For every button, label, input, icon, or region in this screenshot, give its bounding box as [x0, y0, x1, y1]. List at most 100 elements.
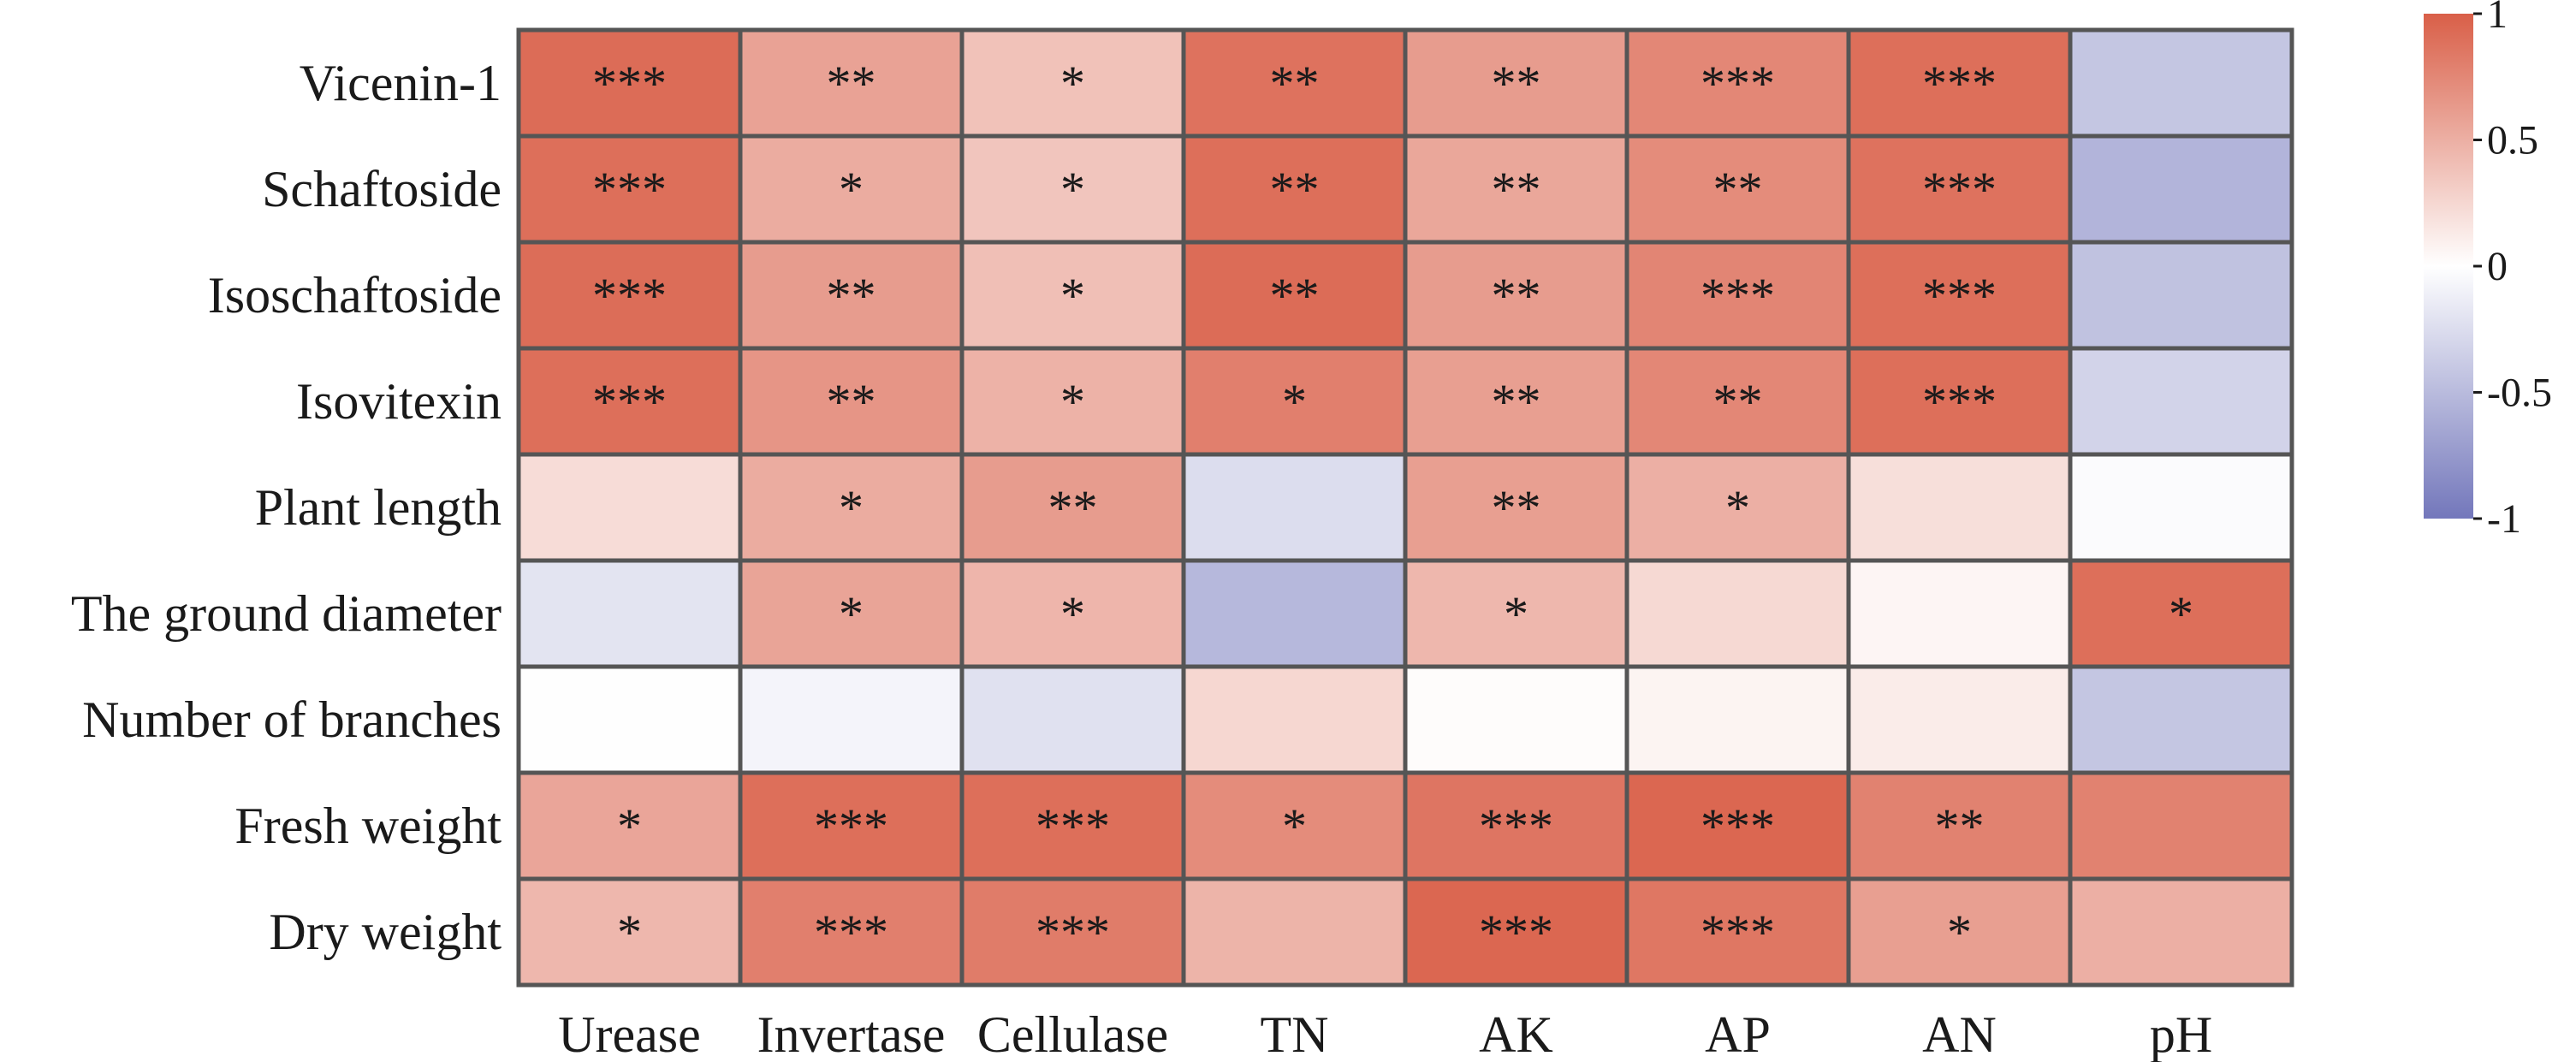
heatmap-cell-schaftoside-ph — [2068, 133, 2294, 245]
significance-label: *** — [1479, 905, 1553, 960]
heatmap-cell-dry-weight-cellulase — [959, 876, 1186, 988]
column-label-urease: Urease — [558, 1006, 701, 1062]
significance-label: *** — [592, 268, 667, 323]
significance-label: ** — [1713, 374, 1763, 430]
heatmap-cell-schaftoside-urease — [516, 133, 743, 245]
heatmap-cell-dry-weight-ak — [1403, 876, 1629, 988]
heatmap-cell-isoschaftoside-ak — [1403, 240, 1629, 351]
row-label-schaftoside: Schaftoside — [262, 161, 502, 217]
significance-label: * — [1947, 905, 1972, 960]
heatmap-cell-the-ground-diameter-ap — [1624, 558, 1851, 669]
significance-label: *** — [592, 56, 667, 111]
colorbar-ticks: 1 0.5 0 -0.5 -1 — [2473, 0, 2552, 542]
significance-label: ** — [1048, 480, 1098, 536]
heatmap-cell-fresh-weight-ap — [1624, 770, 1851, 881]
significance-label: *** — [1479, 798, 1553, 854]
significance-label: ** — [1270, 268, 1320, 323]
row-labels: Vicenin-1 Schaftoside Isoschaftoside Isovit… — [71, 55, 502, 960]
heatmap-cell-number-of-branches-ap — [1624, 664, 1851, 775]
colorbar: 1 0.5 0 -0.5 -1 — [2424, 0, 2552, 542]
heatmap-cells — [516, 27, 2294, 988]
heatmap-cell-dry-weight-tn — [1181, 876, 1408, 988]
heatmap-cell-number-of-branches-ak — [1403, 664, 1629, 775]
significance-label: ** — [1270, 162, 1320, 217]
significance-label: ** — [1492, 56, 1541, 111]
heatmap-cell-the-ground-diameter-urease — [516, 558, 743, 669]
colorbar-tick-label: -1 — [2487, 496, 2521, 542]
heatmap-cell-vicenin-1-ph — [2068, 27, 2294, 139]
column-label-ap: AP — [1705, 1006, 1771, 1062]
heatmap-cell-number-of-branches-invertase — [738, 664, 965, 775]
row-label-plant-length: Plant length — [255, 479, 502, 536]
column-label-tn: TN — [1261, 1006, 1329, 1062]
significance-label: ** — [827, 268, 876, 323]
significance-label: ** — [1492, 480, 1541, 536]
row-label-dry-weight: Dry weight — [269, 904, 502, 960]
row-label-isoschaftoside: Isoschaftoside — [208, 267, 502, 323]
heatmap-cell-plant-length-tn — [1181, 452, 1408, 563]
heatmap-cell-dry-weight-ph — [2068, 876, 2294, 988]
significance-labels: *** ** * ** ** *** ****** * * ** ** ** ****** ** * ** **… — [592, 56, 2193, 960]
colorbar-tick-label: 0.5 — [2487, 118, 2538, 163]
heatmap-cell-number-of-branches-tn — [1181, 664, 1408, 775]
heatmap-cell-dry-weight-invertase — [738, 876, 965, 988]
heatmap-cell-plant-length-an — [1846, 452, 2073, 563]
significance-label: * — [839, 162, 864, 217]
significance-label: * — [1282, 798, 1307, 854]
colorbar-tick-label: 0 — [2487, 244, 2508, 289]
heatmap-cell-isovitexin-invertase — [738, 346, 965, 457]
significance-label: ** — [1492, 162, 1541, 217]
significance-label: * — [1504, 586, 1528, 642]
heatmap-cell-isoschaftoside-ph — [2068, 240, 2294, 351]
heatmap-cell-the-ground-diameter-ph — [2068, 558, 2294, 669]
heatmap-cell-number-of-branches-urease — [516, 664, 743, 775]
heatmap-cell-vicenin-1-invertase — [738, 27, 965, 139]
significance-label: ** — [1492, 374, 1541, 430]
heatmap-cell-plant-length-ph — [2068, 452, 2294, 563]
column-label-ph: pH — [2150, 1006, 2212, 1062]
row-label-fresh-weight: Fresh weight — [234, 798, 502, 854]
significance-label: * — [1060, 162, 1085, 217]
heatmap-cell-isovitexin-ph — [2068, 346, 2294, 457]
significance-label: *** — [1036, 798, 1110, 854]
heatmap-cell-schaftoside-ak — [1403, 133, 1629, 245]
heatmap-cell-plant-length-ak — [1403, 452, 1629, 563]
colorbar-gradient — [2424, 14, 2473, 519]
colorbar-tick-label: -0.5 — [2487, 371, 2552, 416]
significance-label: * — [839, 586, 864, 642]
heatmap-cell-isoschaftoside-ap — [1624, 240, 1851, 351]
heatmap-cell-isovitexin-urease — [516, 346, 743, 457]
row-label-vicenin-1: Vicenin-1 — [300, 55, 502, 111]
significance-label: *** — [592, 374, 667, 430]
heatmap-cell-isoschaftoside-an — [1846, 240, 2073, 351]
column-label-an: AN — [1922, 1006, 1997, 1062]
significance-label: * — [1725, 480, 1750, 536]
significance-label: *** — [1922, 162, 1997, 217]
significance-label: *** — [814, 798, 888, 854]
heatmap-cell-isoschaftoside-cellulase — [959, 240, 1186, 351]
heatmap-cell-schaftoside-cellulase — [959, 133, 1186, 245]
significance-label: * — [617, 905, 642, 960]
significance-label: * — [1060, 586, 1085, 642]
row-label-the-ground-diameter: The ground diameter — [71, 585, 502, 642]
significance-label: ** — [1713, 162, 1763, 217]
heatmap-cell-number-of-branches-an — [1846, 664, 2073, 775]
significance-label: ** — [1492, 268, 1541, 323]
significance-label: *** — [1701, 268, 1775, 323]
significance-label: * — [1060, 374, 1085, 430]
column-labels: Urease Invertase Cellulase TN AK AP AN pH — [558, 1006, 2212, 1062]
significance-label: * — [1060, 268, 1085, 323]
heatmap-cell-schaftoside-an — [1846, 133, 2073, 245]
significance-label: ** — [1935, 798, 1985, 854]
significance-label: *** — [1922, 56, 1997, 111]
significance-label: ** — [827, 374, 876, 430]
significance-label: ** — [827, 56, 876, 111]
heatmap-cell-dry-weight-an — [1846, 876, 2073, 988]
heatmap-cell-dry-weight-ap — [1624, 876, 1851, 988]
significance-label: *** — [1036, 905, 1110, 960]
significance-label: * — [2169, 586, 2193, 642]
heatmap-cell-number-of-branches-ph — [2068, 664, 2294, 775]
column-label-cellulase: Cellulase — [977, 1006, 1168, 1062]
heatmap-cell-vicenin-1-ap — [1624, 27, 1851, 139]
